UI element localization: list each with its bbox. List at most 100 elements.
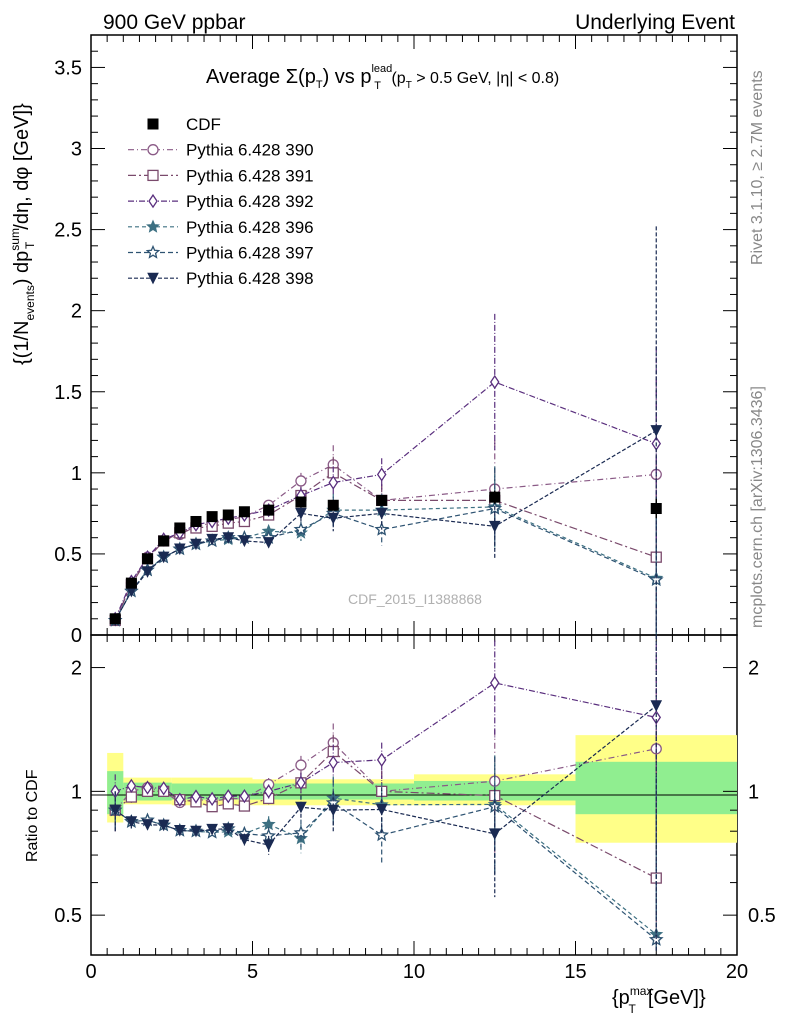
lower-y-axis-label: Ratio to CDF — [24, 769, 41, 862]
upper-y-tick-label: 2 — [71, 301, 82, 323]
x-tick-label: 20 — [726, 961, 748, 983]
lower-y-tick-label-right: 2 — [748, 658, 759, 680]
lower-y-tick-label: 1 — [71, 781, 82, 803]
watermark: CDF_2015_I1388868 — [348, 591, 482, 607]
upper-point — [375, 507, 388, 520]
lower-y-tick-label-right: 0.5 — [748, 905, 776, 927]
upper-point — [190, 538, 202, 551]
upper-y-tick-label: 3.5 — [54, 57, 82, 79]
ratio-point — [376, 752, 387, 768]
upper-point — [488, 520, 501, 533]
ratio-point — [327, 804, 340, 817]
x-tick-label: 15 — [564, 961, 586, 983]
x-tick-label: 0 — [85, 961, 96, 983]
legend-marker — [145, 244, 161, 259]
data-point — [263, 504, 275, 516]
ratio-point — [125, 791, 138, 803]
ratio-point — [650, 700, 663, 712]
ratio-point — [261, 817, 276, 831]
upper-y-tick-label: 1.5 — [54, 382, 82, 404]
lower-y-tick-label: 0.5 — [54, 905, 82, 927]
upper-y-tick-label: 2.5 — [54, 220, 82, 242]
ratio-point — [109, 804, 122, 817]
upper-y-tick-label: 0 — [71, 625, 82, 647]
ratio-point — [263, 784, 274, 799]
data-point — [238, 506, 250, 518]
ratio-point — [141, 819, 154, 831]
ratio-point — [158, 781, 169, 796]
upper-point — [376, 467, 387, 482]
legend-marker — [147, 144, 159, 156]
x-axis-label: {pmax T [GeV]} — [612, 984, 706, 1016]
x-tick-label: 10 — [403, 961, 425, 983]
data-point — [109, 613, 121, 625]
ratio-point — [489, 675, 500, 691]
ratio-point — [223, 789, 234, 804]
legend-label: Pythia 6.428 391 — [186, 166, 314, 185]
data-point — [206, 511, 218, 523]
upper-y-tick-label: 0.5 — [54, 544, 82, 566]
legend-label-cdf: CDF — [186, 115, 221, 134]
ratio-point — [175, 792, 185, 807]
ratio-point — [125, 816, 138, 828]
series-layer — [107, 226, 664, 951]
data-point — [158, 535, 170, 547]
ratio-point — [126, 778, 137, 794]
data-point — [489, 491, 501, 503]
ratio-point — [222, 823, 235, 835]
upper-y-tick-label: 1 — [71, 463, 82, 485]
legend-marker — [147, 169, 159, 182]
data-point — [190, 515, 202, 527]
ratio-point — [293, 825, 309, 840]
upper-line — [114, 430, 657, 621]
ratio-point — [295, 759, 307, 771]
ratio-point — [190, 825, 202, 838]
legend-label: Pythia 6.428 398 — [186, 269, 314, 288]
upper-y-axis-label: {(1/Nevents) dpsumT/dη, dφ [GeV]} — [8, 103, 37, 365]
upper-point — [157, 551, 170, 564]
legend-marker — [147, 272, 159, 285]
ratio-point — [295, 801, 307, 814]
ratio-point — [238, 834, 251, 846]
ratio-bands — [107, 735, 737, 843]
lower-y-tick-label: 2 — [71, 658, 82, 680]
data-point — [174, 522, 186, 534]
upper-point — [206, 533, 218, 546]
legend-label: Pythia 6.428 397 — [186, 244, 314, 263]
data-point — [650, 503, 662, 515]
data-point — [295, 496, 307, 508]
lower-line — [114, 705, 657, 846]
legend: CDF Pythia 6.428 390 Pythia 6.428 391 Pythi… — [128, 115, 314, 288]
ratio-point — [174, 825, 186, 837]
ratio-point — [239, 788, 250, 804]
legend-marker — [148, 193, 158, 209]
ratio-point — [296, 775, 306, 791]
ratio-point — [328, 755, 339, 770]
ratio-point — [207, 791, 217, 807]
upper-point — [295, 475, 307, 487]
lower-line — [114, 797, 657, 935]
legend-label: Pythia 6.428 390 — [186, 141, 314, 160]
lower-y-tick-label-right: 1 — [748, 781, 759, 803]
ratio-point — [374, 827, 390, 842]
data-point — [142, 553, 154, 565]
ratio-point — [191, 789, 201, 804]
header-left: 900 GeV ppbar — [103, 11, 245, 34]
header-right: Underlying Event — [575, 11, 735, 34]
upper-y-tick-label: 3 — [71, 139, 82, 161]
x-tick-label: 5 — [247, 961, 258, 983]
rivet-label: Rivet 3.1.10, ≥ 2.7M events — [749, 70, 766, 265]
main-title: Average Σ(pT) vs plead T (pT > 0.5 GeV, |… — [206, 63, 559, 92]
axis-ticks: 0 5 10 15 20 0 0.5 1 1.5 2 2.5 3 3.5 0.5 0.5 1 1 2 2 — [54, 34, 776, 983]
ratio-point — [142, 780, 153, 795]
upper-point — [489, 374, 500, 390]
legend-marker-cdf — [147, 118, 159, 130]
upper-point — [327, 512, 340, 525]
data-point — [376, 494, 388, 506]
upper-point — [295, 507, 307, 520]
ratio-point — [488, 828, 501, 840]
upper-point — [328, 475, 339, 490]
legend-marker — [146, 219, 160, 233]
upper-point — [293, 521, 309, 536]
